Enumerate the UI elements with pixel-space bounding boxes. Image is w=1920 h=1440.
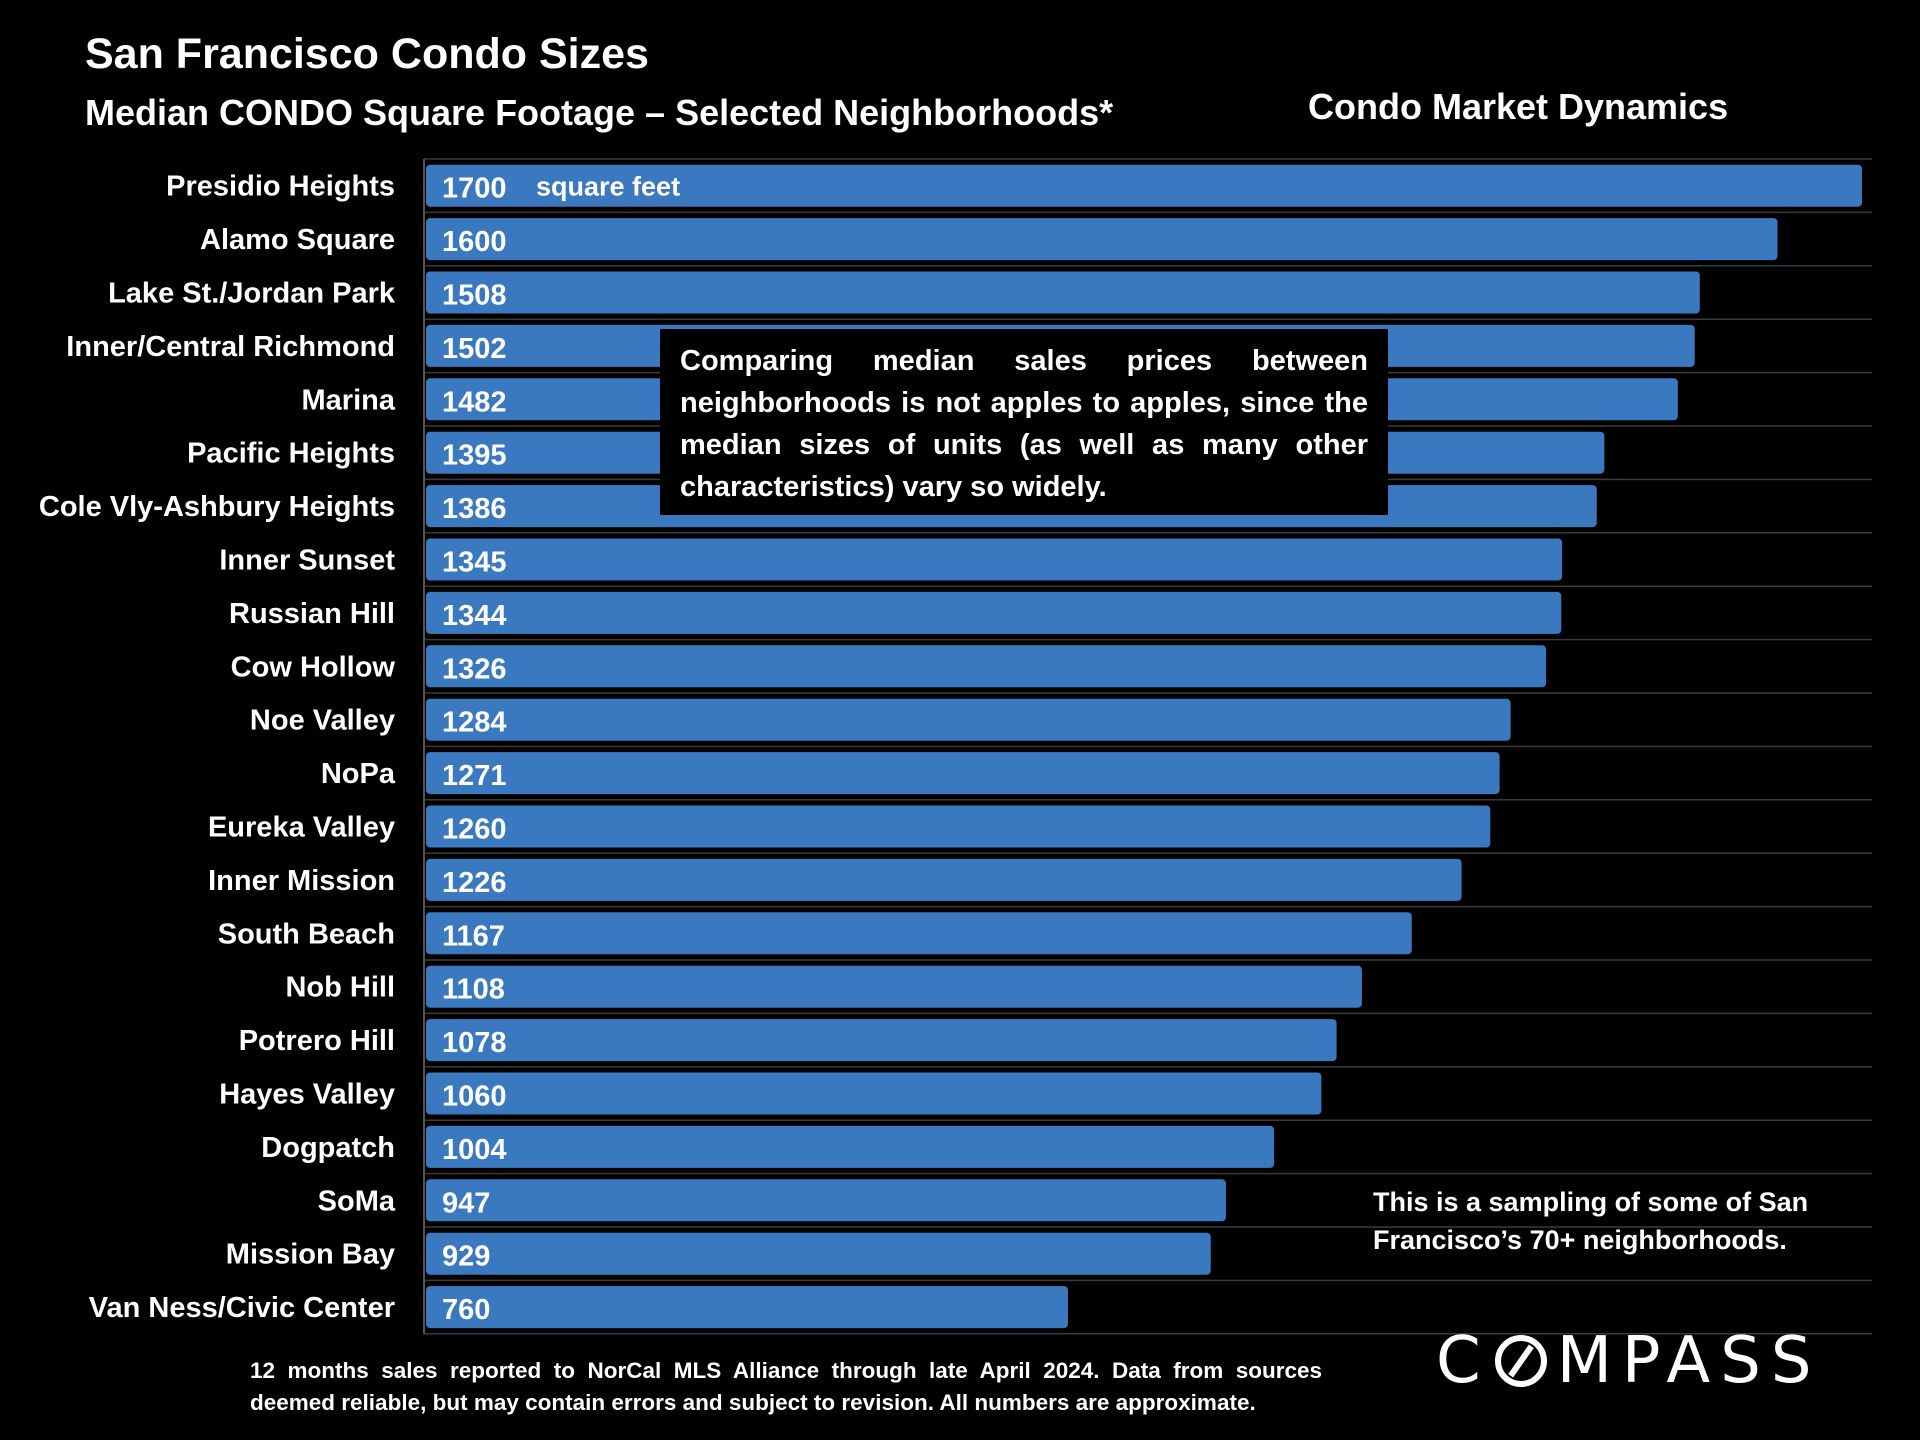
bar (426, 218, 1778, 261)
unit-label: square feet (536, 172, 680, 202)
category-label: Eureka Valley (208, 812, 395, 844)
category-label: SoMa (318, 1185, 396, 1217)
data-label: 1260 (442, 814, 507, 846)
data-label: 760 (442, 1294, 490, 1326)
sampling-note: This is a sampling of some of San Franci… (1373, 1187, 1809, 1255)
bar (426, 698, 1511, 741)
data-label: 1600 (442, 226, 507, 258)
bar (426, 1125, 1275, 1168)
data-label: 1482 (442, 386, 507, 418)
category-label: Noe Valley (250, 705, 395, 737)
category-label: Lake St./Jordan Park (108, 278, 396, 310)
category-label: Hayes Valley (219, 1079, 395, 1111)
category-label: Presidio Heights (166, 171, 395, 203)
data-label: 1078 (442, 1027, 507, 1059)
data-label: 1271 (442, 760, 507, 792)
logo-text-left: C (1436, 1324, 1491, 1398)
data-label: 1284 (442, 707, 507, 739)
category-label: Inner/Central Richmond (66, 331, 395, 363)
bar (426, 1072, 1322, 1115)
data-label: 1167 (442, 920, 505, 952)
footer-disclaimer: 12 months sales reported to NorCal MLS A… (250, 1358, 1322, 1415)
bar (426, 858, 1462, 901)
data-label: 1344 (442, 600, 507, 632)
data-label: 1326 (442, 653, 507, 685)
category-label: Potrero Hill (239, 1025, 395, 1057)
data-label: 1108 (442, 974, 505, 1006)
data-label: 1386 (442, 493, 507, 525)
data-label: 1502 (442, 333, 507, 365)
data-label: 947 (442, 1187, 490, 1219)
category-label: NoPa (321, 758, 396, 790)
category-label: Cow Hollow (231, 651, 396, 683)
data-label: 1508 (442, 280, 507, 312)
bar (426, 645, 1547, 688)
category-label: Pacific Heights (187, 438, 395, 470)
bar (426, 538, 1563, 581)
data-label: 1226 (442, 867, 507, 899)
category-label: Cole Vly-Ashbury Heights (39, 491, 395, 523)
bar (426, 591, 1562, 634)
bar (426, 1232, 1211, 1275)
category-label: Marina (302, 384, 396, 416)
data-label: 1395 (442, 440, 507, 472)
bar (426, 965, 1362, 1008)
logo-text-right: MPASS (1556, 1324, 1822, 1398)
chart-subtitle: Median CONDO Square Footage – Selected N… (85, 92, 1114, 133)
data-label: 1345 (442, 547, 507, 579)
category-label: Nob Hill (285, 972, 395, 1004)
page-title: San Francisco Condo Sizes (85, 30, 649, 78)
category-label: Inner Sunset (219, 545, 395, 577)
category-label: Russian Hill (229, 598, 395, 630)
category-label: South Beach (218, 918, 395, 950)
category-label: Van Ness/Civic Center (89, 1292, 395, 1324)
compass-o-icon (1494, 1335, 1547, 1387)
bar (426, 752, 1500, 795)
bar (426, 271, 1700, 314)
category-label: Alamo Square (200, 224, 395, 256)
data-label: 929 (442, 1241, 490, 1273)
bar (426, 164, 1862, 207)
data-label: 1060 (442, 1081, 507, 1113)
compass-logo: C MPASS (1436, 1324, 1822, 1398)
bar (426, 805, 1491, 848)
bar (426, 1019, 1337, 1062)
data-label: 1004 (442, 1134, 507, 1166)
bar (426, 1286, 1068, 1329)
bar (426, 1179, 1226, 1222)
category-label: Mission Bay (226, 1239, 395, 1271)
callout-box: Comparing median sales prices between ne… (660, 329, 1388, 515)
section-label: Condo Market Dynamics (1308, 86, 1729, 127)
category-label: Dogpatch (261, 1132, 395, 1164)
data-label: 1700 (442, 173, 507, 205)
category-label: Inner Mission (208, 865, 395, 897)
bar (426, 912, 1412, 955)
